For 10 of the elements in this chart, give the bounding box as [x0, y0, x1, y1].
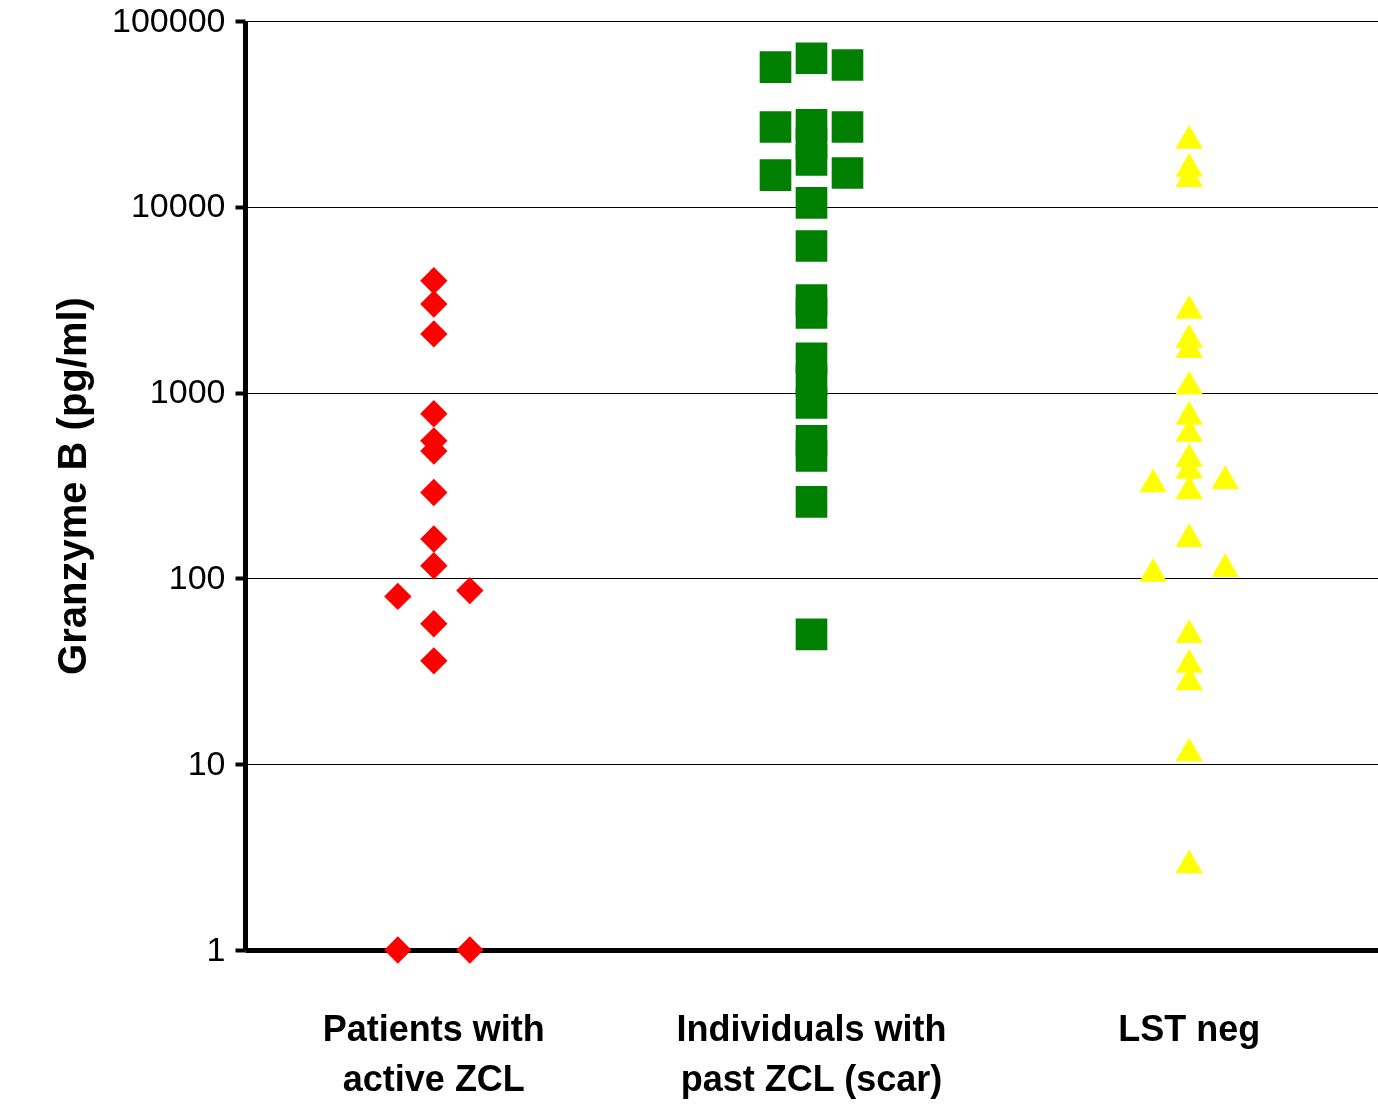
y-tick-label: 10 [187, 743, 226, 782]
y-axis-title: Granzyme B (pg/ml) [50, 297, 95, 675]
y-tick-label: 10000 [130, 186, 226, 225]
x-tick-label: LST neg [1118, 1007, 1261, 1049]
y-tick-label: 100 [168, 557, 226, 596]
y-tick-label: 1 [206, 929, 226, 968]
y-tick-label: 1000 [149, 372, 226, 411]
y-tick-label: 100000 [112, 0, 226, 39]
x-tick-label: Individuals with past ZCL (scar) [676, 1007, 947, 1099]
x-tick-label: Patients with active ZCL [322, 1007, 545, 1099]
